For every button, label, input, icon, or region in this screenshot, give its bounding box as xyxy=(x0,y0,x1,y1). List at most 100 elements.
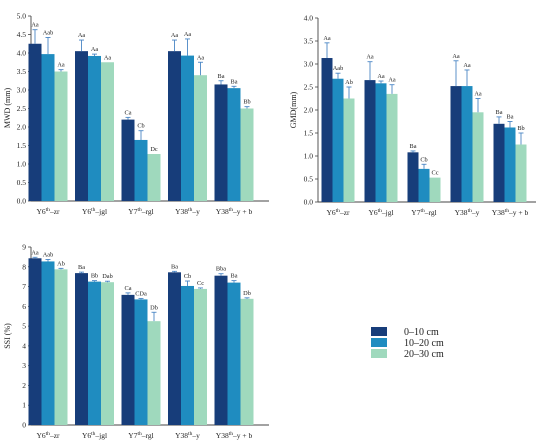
significance-label: Ba xyxy=(410,143,417,150)
significance-label: Ab xyxy=(57,260,65,267)
bar xyxy=(54,269,68,425)
bar xyxy=(214,275,228,425)
significance-label: Ab xyxy=(345,79,353,86)
y-tick-label: 1 xyxy=(22,401,26,410)
y-tick-label: 7 xyxy=(22,282,26,291)
bar xyxy=(41,54,55,201)
significance-label: Aa xyxy=(474,91,482,98)
y-axis-label: GMD(mm) xyxy=(289,91,298,128)
bar xyxy=(147,154,161,201)
significance-label: Cc xyxy=(197,280,204,287)
significance-label: Bb xyxy=(243,99,250,106)
y-tick-label: 3.5 xyxy=(304,37,314,46)
bar xyxy=(418,168,430,202)
x-tick-label: Y6th–jgl xyxy=(82,207,107,216)
y-tick-label: 4 xyxy=(22,341,26,350)
bar xyxy=(134,139,148,201)
bar xyxy=(54,71,68,201)
significance-label: Aab xyxy=(43,251,54,258)
significance-label: Cc xyxy=(432,170,439,177)
y-tick-label: 0.5 xyxy=(17,178,27,187)
bar xyxy=(181,55,194,202)
bar xyxy=(461,86,473,202)
significance-label: Ca xyxy=(125,285,132,292)
x-tick-label: Y6th–zr xyxy=(36,431,60,440)
y-tick-label: 5.0 xyxy=(17,12,27,21)
x-tick-label: Y6th–zr xyxy=(36,207,60,216)
significance-label: Bba xyxy=(216,266,226,273)
bar xyxy=(493,123,505,202)
significance-label: Aa xyxy=(104,54,112,61)
bar xyxy=(515,144,527,202)
y-tick-label: 6 xyxy=(22,302,26,311)
chart-2: 0.00.51.01.52.02.53.03.54.0GMD(mm)AaAabA… xyxy=(289,14,536,217)
y-tick-label: 0.0 xyxy=(304,198,314,207)
y-tick-label: 1.5 xyxy=(17,141,27,150)
bar xyxy=(101,282,114,425)
y-axis-label: SSI (%) xyxy=(3,323,12,349)
bar xyxy=(121,119,135,201)
significance-label: Cb xyxy=(420,156,427,163)
bar xyxy=(121,294,135,425)
significance-label: Aa xyxy=(91,46,99,53)
bar xyxy=(240,298,254,425)
y-tick-label: 2.5 xyxy=(17,104,27,113)
legend-swatch xyxy=(371,349,387,358)
significance-label: Aa xyxy=(171,32,179,39)
significance-label: Db xyxy=(243,290,251,297)
bar xyxy=(240,108,254,201)
bar xyxy=(101,62,114,201)
legend-label: 10–20 cm xyxy=(404,338,444,349)
significance-label: Aa xyxy=(452,53,460,60)
significance-label: Aa xyxy=(57,62,65,69)
bar xyxy=(214,84,228,201)
significance-label: Dc xyxy=(150,146,158,153)
y-tick-label: 4.0 xyxy=(304,14,314,23)
x-tick-label: Y38th–y + b xyxy=(492,208,529,217)
significance-label: Aab xyxy=(43,29,54,36)
significance-label: Aa xyxy=(366,54,374,61)
x-tick-label: Y7th–rgl xyxy=(128,431,153,440)
bar xyxy=(504,127,516,202)
x-tick-label: Y6th–zr xyxy=(326,208,350,217)
bar xyxy=(75,273,88,425)
legend-swatch xyxy=(371,327,387,336)
significance-label: Aa xyxy=(377,73,385,80)
bar xyxy=(147,321,161,425)
significance-label: CDa xyxy=(135,290,147,297)
y-tick-label: 3.0 xyxy=(17,86,27,95)
significance-label: Ba xyxy=(218,73,225,80)
bar xyxy=(181,285,194,425)
bar xyxy=(88,281,101,425)
x-tick-label: Y7th–rgl xyxy=(128,207,153,216)
significance-label: Aa xyxy=(31,249,39,256)
significance-label: Aa xyxy=(388,77,396,84)
y-tick-label: 3.5 xyxy=(17,67,27,76)
significance-label: Cb xyxy=(137,123,144,130)
significance-label: Ba xyxy=(231,78,238,85)
significance-label: Aa xyxy=(197,54,205,61)
y-tick-label: 0.5 xyxy=(304,175,314,184)
bar xyxy=(227,282,241,425)
significance-label: Dab xyxy=(102,273,113,280)
bar xyxy=(343,98,355,202)
bar xyxy=(28,258,42,425)
significance-label: Aa xyxy=(78,32,86,39)
y-tick-label: 1.0 xyxy=(17,160,27,169)
bar xyxy=(88,55,101,202)
bar xyxy=(386,93,398,202)
legend-label: 0–10 cm xyxy=(404,327,439,338)
y-tick-label: 1.0 xyxy=(304,152,314,161)
y-tick-label: 3.0 xyxy=(304,60,314,69)
y-tick-label: 4.5 xyxy=(17,30,27,39)
significance-label: Aa xyxy=(463,62,471,69)
bar xyxy=(332,78,344,202)
significance-label: Aab xyxy=(333,65,344,72)
y-tick-label: 2.5 xyxy=(304,83,314,92)
bar xyxy=(134,299,148,425)
significance-label: Ba xyxy=(171,263,178,270)
bar xyxy=(41,261,55,425)
y-tick-label: 0.0 xyxy=(17,197,27,206)
